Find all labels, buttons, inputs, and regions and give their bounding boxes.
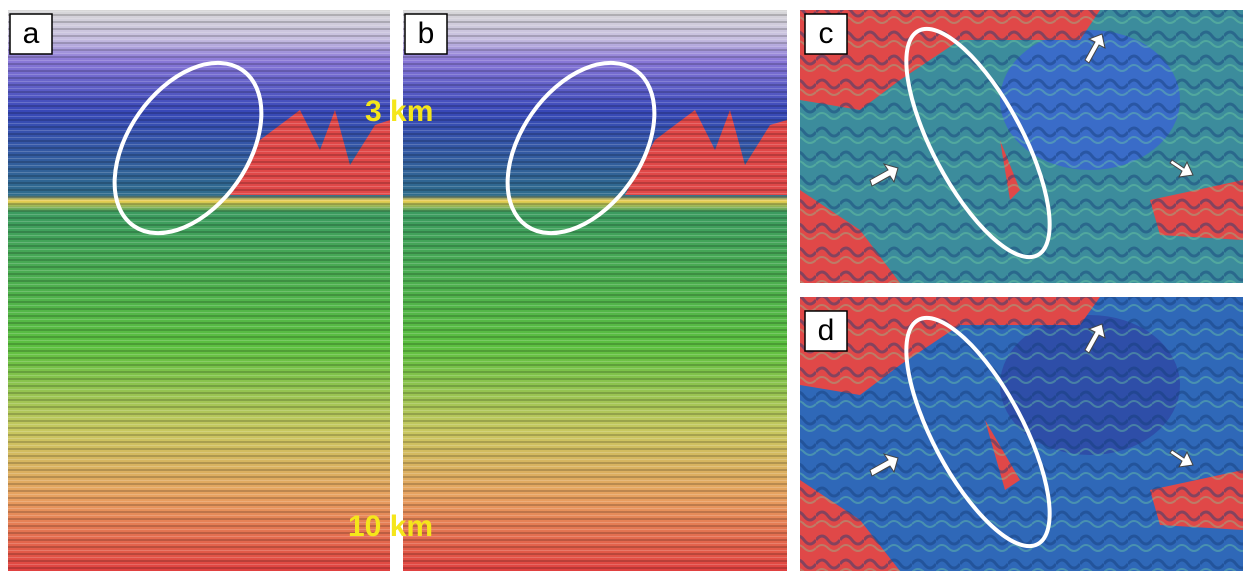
- panel-label: b: [418, 17, 435, 50]
- panel-label: d: [818, 314, 835, 347]
- panel-label: a: [23, 17, 40, 50]
- panel-d: d: [800, 297, 1243, 571]
- depth-annotation: 10 km: [348, 510, 433, 543]
- figure: a b c d 3: [0, 0, 1247, 571]
- depth-annotation: 3 km: [365, 95, 433, 128]
- panel-a: a: [8, 10, 390, 571]
- panel-label: c: [819, 17, 834, 50]
- panel-c: c: [800, 10, 1243, 283]
- panel-b: b: [403, 10, 787, 571]
